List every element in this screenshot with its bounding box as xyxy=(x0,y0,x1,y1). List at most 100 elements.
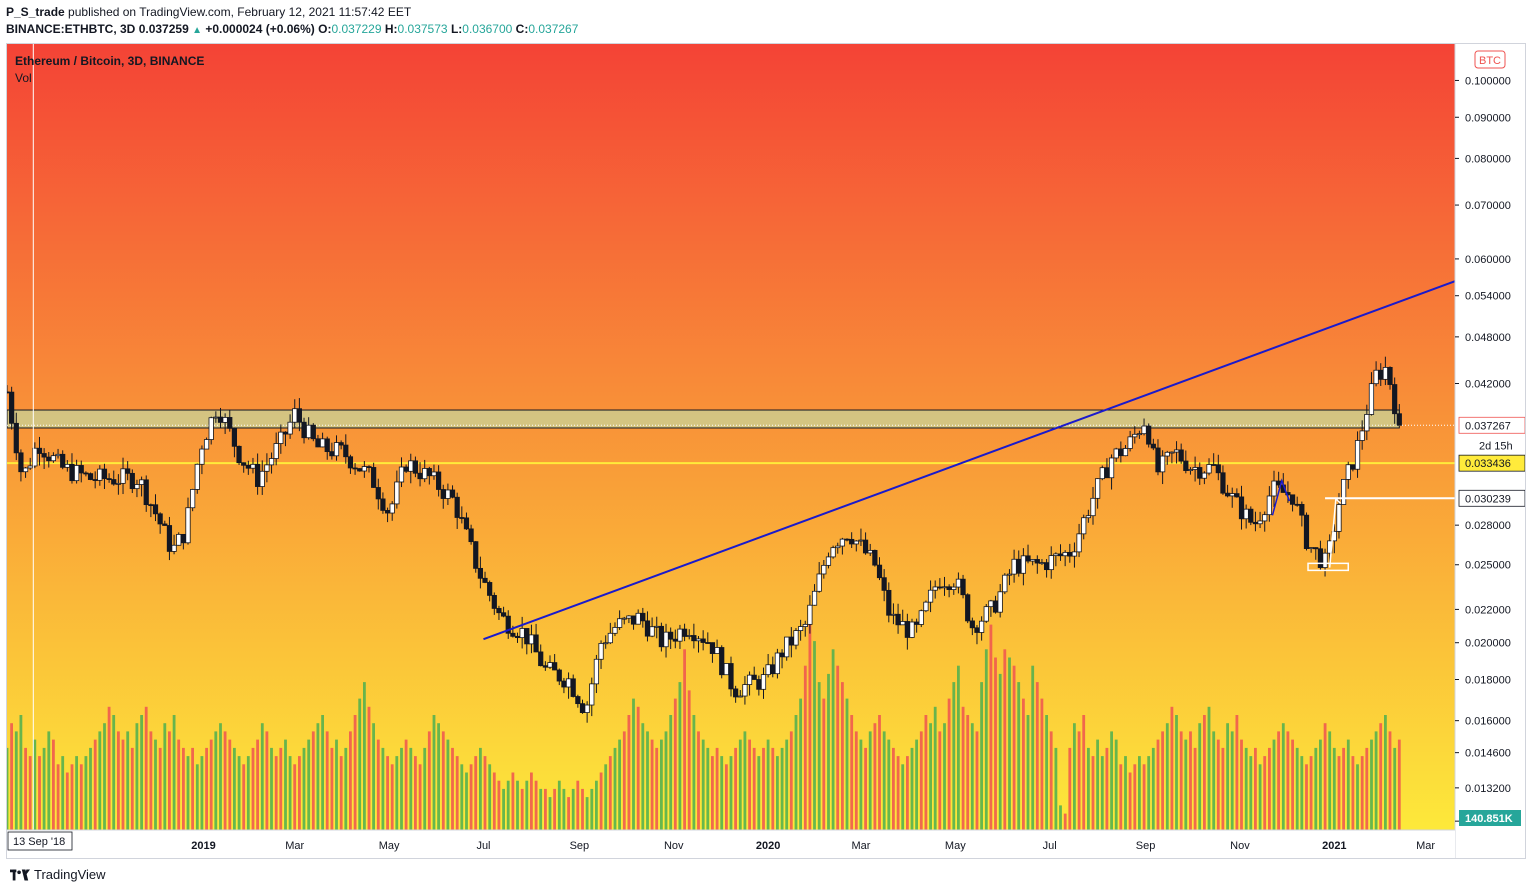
candle-body xyxy=(955,578,962,588)
volume-bar xyxy=(1119,764,1123,830)
volume-bar xyxy=(525,780,529,830)
volume-bar xyxy=(1309,756,1313,830)
volume-bar xyxy=(1221,747,1225,830)
candle-body xyxy=(681,628,688,637)
volume-bar xyxy=(933,706,937,830)
candle-body xyxy=(357,468,363,472)
time-tick-label: Jul xyxy=(1043,840,1057,852)
volume-bar xyxy=(1370,739,1373,830)
volume-bar xyxy=(358,698,362,830)
candle-body xyxy=(751,674,757,680)
candle-body xyxy=(1224,492,1231,497)
chart-frame[interactable]: 0.100000 0.090000 0.080000 0.070000 0.060000… xyxy=(6,43,1526,859)
volume-bar xyxy=(1305,764,1308,830)
chart-canvas[interactable]: 0.100000 0.090000 0.080000 0.070000 0.060000… xyxy=(7,44,1526,859)
low-value: 0.036700 xyxy=(462,22,513,36)
candle-body xyxy=(1211,464,1217,466)
currency-badge[interactable]: BTC xyxy=(1474,50,1506,69)
candle-body xyxy=(784,636,790,658)
candle-body xyxy=(603,642,609,645)
volume-bar xyxy=(678,682,682,830)
candle-body xyxy=(979,620,985,633)
candle xyxy=(324,436,330,460)
volume-bar xyxy=(1286,731,1290,830)
candle-body xyxy=(487,582,493,596)
volume-bar xyxy=(1184,739,1188,830)
candle xyxy=(101,463,108,490)
candle-body xyxy=(1118,448,1124,457)
candle-body xyxy=(329,451,335,457)
candle-body xyxy=(788,636,794,646)
candle-body xyxy=(120,468,126,484)
volume-bar xyxy=(780,747,784,830)
candle-body xyxy=(733,688,739,698)
volume-bar xyxy=(1360,756,1364,830)
candle-body xyxy=(166,525,173,552)
candle-body xyxy=(46,456,52,462)
volume-bar xyxy=(251,747,255,830)
volume-bar xyxy=(1281,723,1285,830)
candle-body xyxy=(719,647,725,676)
candle-body xyxy=(811,590,818,606)
volume-bar xyxy=(975,731,979,830)
volume-bar xyxy=(191,747,194,830)
volume-bar xyxy=(548,797,552,830)
author-name[interactable]: P_S_trade xyxy=(6,5,65,19)
candle-body xyxy=(909,621,915,638)
candle xyxy=(241,462,247,473)
volume-bar xyxy=(335,739,338,830)
candle-body xyxy=(310,424,316,440)
volume-bar xyxy=(673,698,677,830)
candle xyxy=(463,512,470,530)
time-tick-label: Mar xyxy=(1416,840,1435,852)
candle-body xyxy=(505,615,511,634)
volume-bar xyxy=(608,756,612,830)
candle-body xyxy=(1090,497,1096,517)
volume-bar xyxy=(553,788,556,830)
volume-bar xyxy=(339,756,343,830)
volume-bar xyxy=(265,731,269,830)
candle xyxy=(737,690,743,698)
volume-bar xyxy=(246,756,250,830)
candle xyxy=(264,453,270,483)
footer-brand[interactable]: TradingView xyxy=(34,867,106,882)
volume-bar xyxy=(1082,715,1086,830)
price-tick-label: 0.020000 xyxy=(1465,638,1511,650)
volume-bar xyxy=(711,756,714,830)
price-axis[interactable]: 0.100000 0.090000 0.080000 0.070000 0.060000… xyxy=(1455,75,1525,828)
countdown-box xyxy=(1473,437,1521,454)
publish-info: published on TradingView.com, February 1… xyxy=(68,5,412,19)
volume-bar xyxy=(915,739,918,830)
time-tick-label: May xyxy=(379,840,400,852)
candle xyxy=(343,434,349,464)
candle xyxy=(1169,451,1175,464)
time-axis[interactable]: 2019 Mar May Jul Sep Nov 2020 Mar May Jul Sep Nov 20… xyxy=(7,831,1435,852)
candle xyxy=(1090,486,1096,525)
candle-body xyxy=(779,652,785,658)
candle-body xyxy=(440,489,446,499)
candle xyxy=(60,450,66,470)
tradingview-logo-icon[interactable] xyxy=(10,869,30,881)
price-tick-label: 0.013200 xyxy=(1465,783,1511,795)
candle xyxy=(969,617,975,636)
candle-body xyxy=(1164,451,1170,457)
candle-body xyxy=(1132,433,1138,438)
volume-bar xyxy=(892,747,895,830)
volume-bar xyxy=(1258,764,1262,830)
volume-bar xyxy=(163,723,167,830)
candle-body xyxy=(231,427,238,447)
volume-bar xyxy=(237,756,241,830)
candle xyxy=(1178,443,1184,464)
candle-body xyxy=(1364,414,1370,432)
volume-bar xyxy=(1031,665,1035,830)
candle xyxy=(835,542,841,554)
candle xyxy=(1299,501,1305,527)
volume-bar xyxy=(1295,747,1299,830)
candle-body xyxy=(64,463,70,468)
volume-bar xyxy=(1022,698,1025,830)
candle-body xyxy=(932,586,938,591)
candle-body xyxy=(222,417,228,423)
volume-bar xyxy=(293,764,297,830)
volume-bar xyxy=(465,772,468,830)
candle-body xyxy=(760,674,767,690)
